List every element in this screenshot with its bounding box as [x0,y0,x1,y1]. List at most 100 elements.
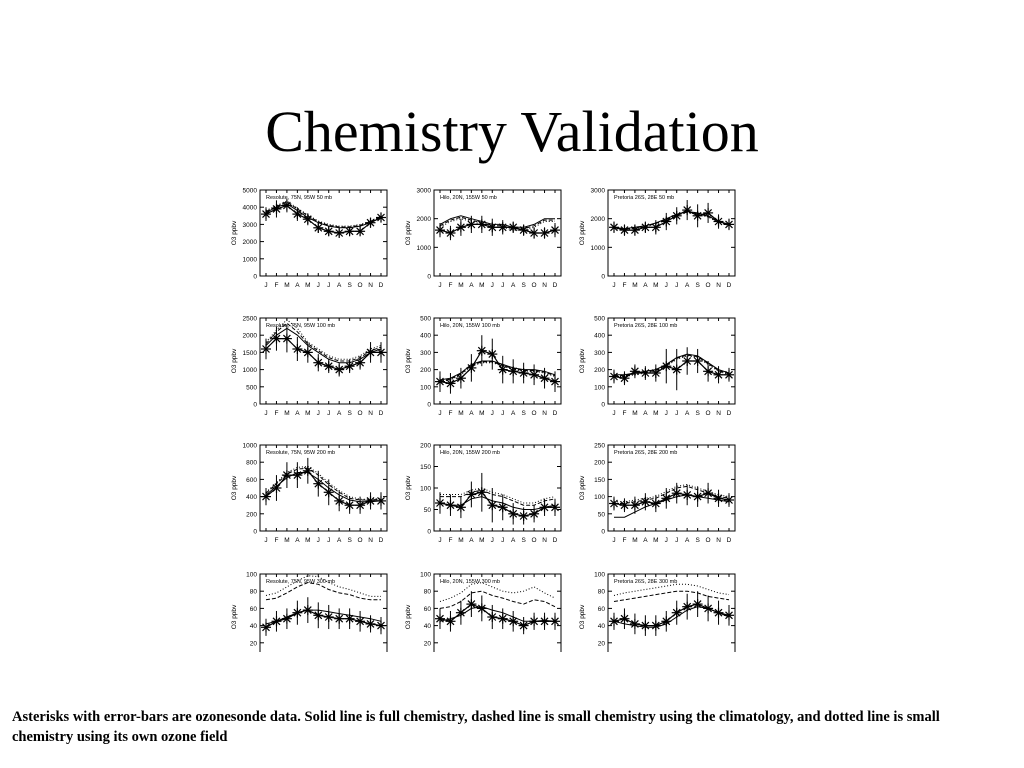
sonde-point [455,502,466,513]
x-tick-label: N [542,537,547,544]
y-tick-label: 300 [594,350,605,357]
y-tick-label: 100 [594,384,605,391]
x-tick-label: A [685,282,690,289]
y-tick-label: 500 [594,316,605,323]
x-tick-label: F [622,537,626,544]
series-solid-line [439,215,555,228]
series-dashed-line [614,354,730,377]
x-tick-label: J [438,282,441,289]
series-dotted-line [614,355,730,377]
sonde-point [344,613,355,624]
y-tick-label: 20 [250,640,258,647]
sonde-point [713,216,724,227]
sonde-point [539,502,550,513]
y-tick-label: 80 [424,589,432,596]
y-tick-label: 3000 [591,188,606,195]
x-tick-label: M [653,282,658,289]
x-tick-label: M [632,537,637,544]
x-tick-label: M [284,282,289,289]
sonde-point [692,210,703,221]
x-tick-label: N [368,282,373,289]
y-tick-label: 80 [250,589,258,596]
sonde-point [271,483,282,493]
sonde-point [466,489,477,500]
x-tick-label: D [379,410,384,417]
panel-frame [433,573,562,652]
x-tick-label: J [491,537,494,544]
y-tick-label: 400 [246,494,257,501]
sonde-point [355,616,366,627]
x-tick-label: J [612,282,615,289]
sonde-point [376,620,386,631]
slide-caption: Asterisks with error-bars are ozonesonde… [12,709,940,745]
sonde-point [550,225,560,236]
series-dashed-line [439,216,555,230]
sonde-point [281,200,292,211]
y-axis-label: O3 ppbv [405,604,412,629]
x-tick-label: A [643,537,648,544]
panel-title: Hilo, 20N, 155W 200 mb [440,450,500,456]
panel-frame [607,573,736,652]
sonde-point [271,616,282,627]
sonde-point [529,228,540,238]
x-tick-label: F [622,410,626,417]
sonde-point [609,371,619,382]
sonde-point [334,364,345,375]
sonde-point [619,500,630,511]
sonde-point [713,493,724,504]
y-tick-label: 100 [594,494,605,501]
sonde-point [302,214,313,225]
sonde-point [609,222,619,233]
sonde-point [713,607,724,618]
x-tick-label: J [264,410,267,417]
panel-frame [259,189,388,277]
x-tick-label: F [448,537,452,544]
sonde-point [671,488,682,499]
sonde-point [376,495,386,506]
panel-title: Pretoria 26S, 28E 300 mb [614,579,677,585]
sonde-point [703,366,714,377]
y-axis-label: O3 ppbv [231,604,238,629]
x-tick-label: N [368,537,373,544]
series-dashed-line [265,582,381,601]
sonde-point [661,361,672,372]
x-tick-label: S [521,282,526,289]
y-tick-label: 0 [427,529,431,536]
x-tick-label: M [305,410,310,417]
x-tick-label: J [327,282,330,289]
sonde-point [508,222,519,233]
y-tick-label: 1000 [243,256,258,263]
x-tick-label: J [438,410,441,417]
sonde-point [271,203,282,214]
sonde-point [682,356,693,366]
sonde-point [713,369,724,380]
series-dashed-line [440,489,556,506]
sonde-point [671,364,682,375]
sonde-point [323,361,334,372]
y-tick-label: 100 [594,572,605,579]
sonde-point [455,607,466,618]
sonde-point [550,616,560,627]
y-axis-label: O3 ppbv [579,604,586,629]
panel-frame [607,189,736,277]
x-tick-label: N [542,410,547,417]
sonde-point [313,478,324,489]
series-dashed-line [439,361,556,382]
y-tick-label: 60 [250,606,258,613]
x-tick-label: J [501,282,504,289]
x-tick-label: N [716,410,721,417]
x-tick-label: M [458,282,463,289]
x-tick-label: D [727,410,732,417]
y-tick-label: 200 [594,460,605,467]
x-tick-label: O [706,537,711,544]
series-dashed-line [439,590,556,609]
x-tick-label: J [665,282,668,289]
y-tick-label: 200 [594,367,605,374]
sonde-point [355,226,366,237]
sonde-point [682,489,693,500]
x-tick-label: S [695,410,700,417]
x-tick-label: F [274,282,278,289]
series-solid-line [265,327,382,364]
x-tick-label: J [491,410,494,417]
x-tick-label: O [358,282,363,289]
